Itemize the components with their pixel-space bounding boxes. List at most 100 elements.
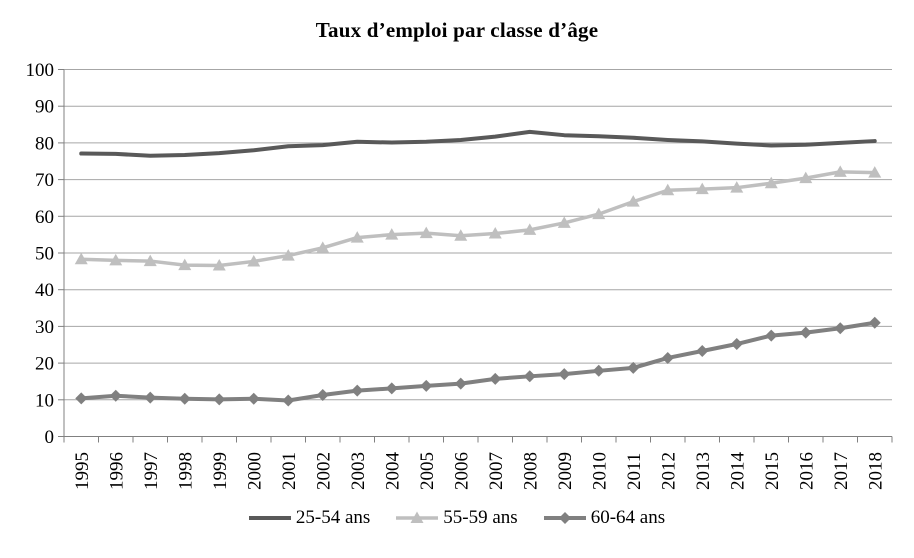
legend-label-25-54-ans: 25-54 ans [295,507,371,528]
series-marker-60-64-ans [316,389,329,402]
series-marker-55-59-ans [419,226,433,239]
series-marker-60-64-ans [661,351,674,364]
series-marker-55-59-ans [178,258,192,271]
x-axis-label: 1996 [106,452,127,490]
series-marker-60-64-ans [834,322,847,335]
series-marker-60-64-ans [75,392,88,405]
series-marker-55-59-ans [350,231,364,243]
x-axis-label: 1997 [141,452,162,490]
x-axis-label: 2010 [589,452,610,490]
x-axis-label: 2016 [796,452,817,490]
series-line-25-54-ans [79,129,877,158]
diamond-marker-icon [558,512,571,524]
series-marker-60-64-ans [351,384,364,397]
chart-legend: 25-54 ans 55-59 ans 60-64 ans [0,507,914,529]
x-axis-label: 2017 [831,452,852,490]
x-axis-label: 1999 [210,452,231,490]
series-marker-55-59-ans [661,183,675,196]
series-marker-55-59-ans [523,223,537,235]
series-marker-60-64-ans [592,364,605,377]
series-marker-55-59-ans [730,181,744,193]
series-marker-60-64-ans [454,377,467,390]
series-marker-55-59-ans [695,182,709,195]
x-axis-label: 2006 [451,452,472,490]
series-line-55-59-ans [79,170,877,268]
legend-swatch-60-64-ans [543,512,586,524]
x-axis-label: 2005 [417,452,438,490]
series-marker-55-59-ans [385,228,399,240]
series-marker-55-59-ans [488,227,502,239]
x-axis-label: 2000 [244,452,265,490]
triangle-marker-icon [410,511,424,523]
series-marker-60-64-ans [282,394,295,407]
x-axis-label: 2004 [382,452,403,491]
series-marker-55-59-ans [454,229,468,241]
y-axis-label: 30 [35,317,54,338]
x-axis-label: 1995 [72,452,93,490]
series-marker-60-64-ans [489,372,502,385]
series-marker-55-59-ans [143,254,157,267]
x-axis-label: 2011 [624,453,645,490]
legend-item-55-59-ans: 55-59 ans [396,507,518,529]
y-axis-label: 50 [35,244,54,265]
series-marker-55-59-ans [247,254,261,267]
y-axis-label: 100 [26,60,55,81]
y-axis-label: 10 [35,390,54,411]
series-marker-55-59-ans [109,253,123,266]
legend-label-60-64-ans: 60-64 ans [590,507,666,528]
series-marker-55-59-ans [833,165,847,177]
series-marker-55-59-ans [626,195,640,207]
legend-swatch-25-54-ans [248,516,291,520]
x-axis-label: 2001 [279,452,300,490]
series-marker-60-64-ans [765,329,778,342]
y-axis-label: 40 [35,280,54,301]
series-marker-55-59-ans [74,252,88,265]
x-axis-label: 2002 [313,452,334,490]
series-marker-55-59-ans [557,216,571,228]
series-marker-60-64-ans [420,379,433,392]
y-axis-label: 80 [35,133,54,154]
y-axis-label: 0 [45,427,55,448]
x-axis-label: 2009 [555,452,576,490]
x-axis-label: 2013 [693,452,714,490]
series-marker-60-64-ans [868,316,881,329]
x-axis-label: 2003 [348,452,369,490]
y-axis-label: 60 [35,207,54,228]
series-marker-55-59-ans [868,166,882,178]
series-marker-60-64-ans [247,392,260,405]
y-axis-label: 90 [35,97,54,118]
series-marker-60-64-ans [696,344,709,357]
series-marker-60-64-ans [558,368,571,381]
legend-item-60-64-ans: 60-64 ans [543,507,666,529]
line-chart-plot-area: 0 10 20 30 40 50 60 70 80 90 100 1995 1996 1997 1998 19… [26,60,893,491]
series-marker-60-64-ans [730,338,743,351]
series-marker-55-59-ans [764,176,778,189]
legend-label-55-59-ans: 55-59 ans [443,507,518,528]
series-marker-55-59-ans [281,249,295,261]
y-axis-label: 70 [35,170,54,191]
x-axis-label: 2007 [486,452,507,490]
series-marker-60-64-ans [213,393,226,406]
series-marker-60-64-ans [109,389,122,402]
x-axis-label: 2014 [727,452,748,491]
series-marker-60-64-ans [627,361,640,374]
x-axis-label: 2018 [865,452,886,490]
series-marker-55-59-ans [799,171,813,184]
series-marker-60-64-ans [385,382,398,395]
series-marker-60-64-ans [144,391,157,404]
legend-swatch-55-59-ans [396,511,439,523]
series-marker-55-59-ans [316,241,330,253]
series-marker-55-59-ans [592,207,606,220]
series-marker-55-59-ans [212,258,226,271]
x-axis-label: 2008 [520,452,541,490]
chart-title: Taux d’emploi par classe d’âge [315,18,599,42]
x-axis-label: 2012 [658,452,679,490]
x-axis-label: 2015 [762,452,783,490]
x-axis-label: 1998 [175,452,196,490]
y-axis-label: 20 [35,354,54,375]
series-line-60-64-ans [79,320,877,403]
legend-item-25-54-ans: 25-54 ans [248,507,371,529]
series-marker-60-64-ans [799,326,812,339]
series-marker-60-64-ans [178,392,191,405]
